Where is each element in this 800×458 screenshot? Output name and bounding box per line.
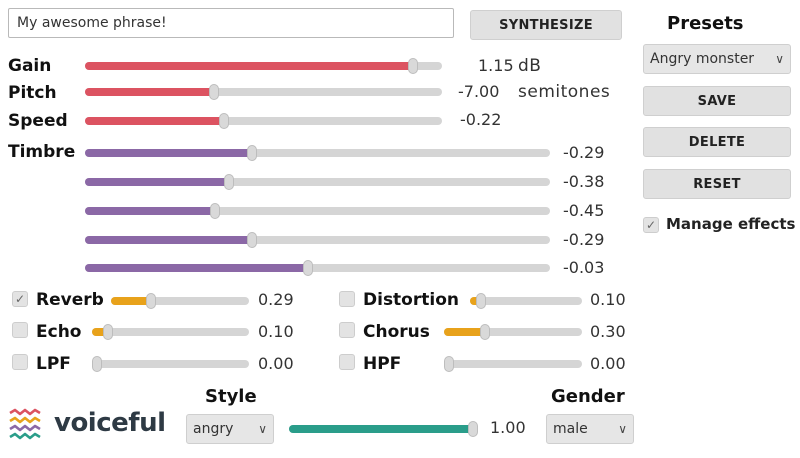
delete-button[interactable]: DELETE [643, 127, 791, 157]
timbre-slider-thumb[interactable] [247, 145, 258, 161]
hpf-label: HPF [363, 354, 402, 374]
distortion-slider-fill [470, 297, 482, 305]
echo-value: 0.10 [258, 322, 294, 341]
distortion-label: Distortion [363, 290, 459, 310]
timbre-value-2: -0.38 [563, 172, 605, 191]
lpf-slider-thumb[interactable] [92, 356, 102, 372]
echo-label: Echo [36, 322, 82, 342]
lpf-checkbox[interactable] [12, 354, 28, 370]
style-select-value: angry [193, 421, 234, 437]
distortion-checkbox[interactable] [339, 291, 355, 307]
chorus-value: 0.30 [590, 322, 626, 341]
timbre-slider-4[interactable] [85, 232, 550, 248]
reverb-slider[interactable] [111, 293, 249, 309]
reset-button[interactable]: RESET [643, 169, 791, 199]
gain-value: 1.15 [478, 56, 514, 75]
chevron-down-icon: ∨ [258, 422, 267, 436]
pitch-slider-thumb[interactable] [208, 84, 219, 100]
preset-select-value: Angry monster [650, 51, 755, 67]
hpf-value: 0.00 [590, 354, 626, 373]
gender-select-value: male [553, 421, 588, 437]
presets-heading: Presets [667, 13, 744, 34]
chorus-checkbox[interactable] [339, 322, 355, 338]
gain-slider[interactable] [85, 58, 442, 74]
gain-slider-thumb[interactable] [408, 58, 419, 74]
timbre-slider-3[interactable] [85, 203, 550, 219]
speed-label: Speed [8, 111, 68, 131]
gender-select[interactable]: male ∨ [546, 414, 634, 444]
timbre-slider-1[interactable] [85, 145, 550, 161]
timbre-value-3: -0.45 [563, 201, 605, 220]
speed-slider-thumb[interactable] [219, 113, 230, 129]
voiceful-logo-icon [9, 408, 41, 442]
lpf-value: 0.00 [258, 354, 294, 373]
echo-slider-thumb[interactable] [102, 324, 113, 340]
hpf-slider[interactable] [444, 356, 582, 372]
style-intensity-value: 1.00 [490, 418, 526, 437]
timbre-slider-fill [85, 207, 216, 215]
timbre-slider-5[interactable] [85, 260, 550, 276]
pitch-slider-fill [85, 88, 214, 96]
style-intensity-slider-thumb[interactable] [468, 421, 478, 437]
timbre-value-1: -0.29 [563, 143, 605, 162]
lpf-label: LPF [36, 354, 71, 374]
pitch-slider[interactable] [85, 84, 442, 100]
chorus-slider-thumb[interactable] [480, 324, 491, 340]
hpf-slider-thumb[interactable] [444, 356, 454, 372]
phrase-input[interactable] [8, 8, 454, 38]
style-heading: Style [205, 386, 257, 407]
preset-select[interactable]: Angry monster ∨ [643, 44, 791, 74]
timbre-slider-thumb[interactable] [247, 232, 258, 248]
reverb-slider-thumb[interactable] [146, 293, 157, 309]
manage-effects-checkbox[interactable]: ✓ [643, 217, 659, 233]
timbre-slider-thumb[interactable] [210, 203, 221, 219]
timbre-slider-2[interactable] [85, 174, 550, 190]
timbre-slider-fill [85, 264, 309, 272]
style-select[interactable]: angry ∨ [186, 414, 274, 444]
gain-label: Gain [8, 56, 52, 76]
pitch-label: Pitch [8, 83, 57, 103]
save-button[interactable]: SAVE [643, 86, 791, 116]
style-intensity-slider-fill [289, 425, 478, 433]
chevron-down-icon: ∨ [618, 422, 627, 436]
chorus-slider[interactable] [444, 324, 582, 340]
distortion-slider[interactable] [470, 293, 582, 309]
gender-heading: Gender [551, 386, 625, 407]
manage-effects-label: Manage effects [666, 215, 796, 233]
distortion-value: 0.10 [590, 290, 626, 309]
checkmark-icon: ✓ [14, 292, 26, 306]
timbre-label: Timbre [8, 142, 76, 162]
distortion-slider-thumb[interactable] [476, 293, 487, 309]
timbre-slider-fill [85, 236, 253, 244]
chorus-slider-fill [444, 328, 486, 336]
speed-slider-fill [85, 117, 225, 125]
timbre-slider-thumb[interactable] [303, 260, 314, 276]
echo-slider[interactable] [92, 324, 249, 340]
timbre-value-5: -0.03 [563, 258, 605, 277]
reverb-checkbox[interactable]: ✓ [12, 291, 28, 307]
speed-slider[interactable] [85, 113, 442, 129]
gain-unit: dB [518, 56, 542, 76]
timbre-value-4: -0.29 [563, 230, 605, 249]
reverb-value: 0.29 [258, 290, 294, 309]
echo-slider-fill [92, 328, 108, 336]
checkmark-icon: ✓ [645, 218, 657, 232]
style-intensity-slider[interactable] [289, 421, 478, 437]
chorus-label: Chorus [363, 322, 430, 342]
timbre-slider-fill [85, 178, 230, 186]
hpf-checkbox[interactable] [339, 354, 355, 370]
timbre-slider-fill [85, 149, 253, 157]
lpf-slider[interactable] [92, 356, 249, 372]
synthesize-button[interactable]: SYNTHESIZE [470, 10, 622, 40]
chevron-down-icon: ∨ [775, 52, 784, 66]
pitch-value: -7.00 [458, 82, 500, 101]
echo-checkbox[interactable] [12, 322, 28, 338]
brand-name: voiceful [54, 408, 166, 438]
speed-value: -0.22 [460, 110, 502, 129]
gain-slider-fill [85, 62, 414, 70]
reverb-label: Reverb [36, 290, 104, 310]
pitch-unit: semitones [518, 82, 611, 102]
timbre-slider-thumb[interactable] [224, 174, 235, 190]
reverb-slider-fill [111, 297, 152, 305]
